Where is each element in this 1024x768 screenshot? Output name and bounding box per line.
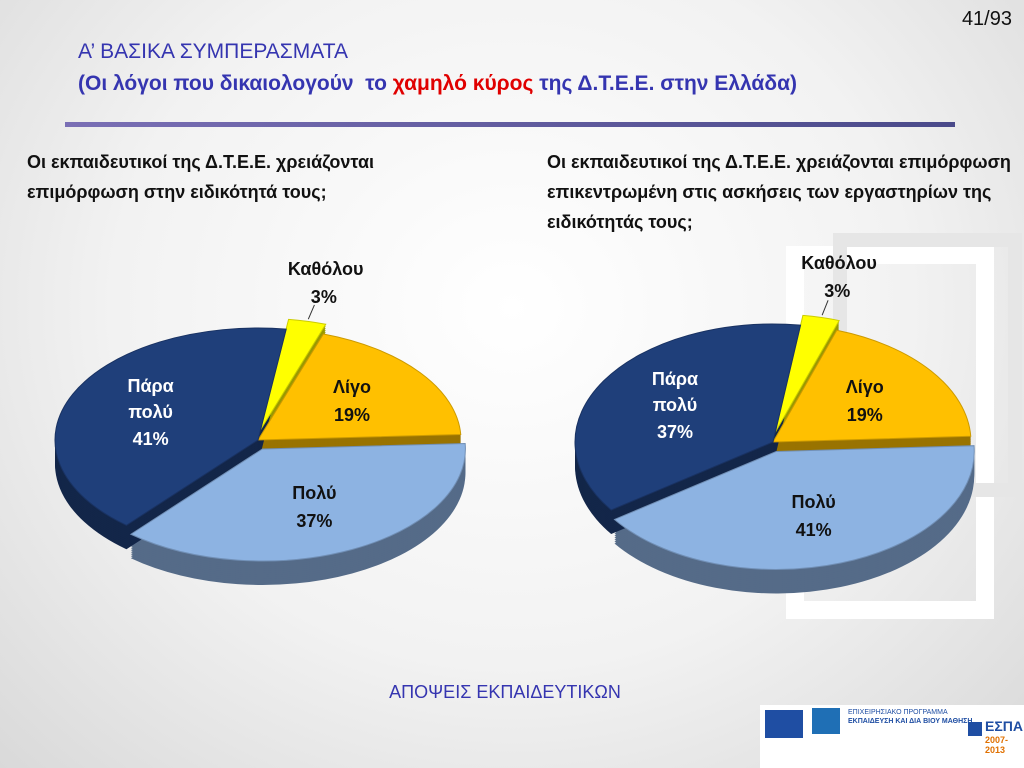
slide-title: Α’ ΒΑΣΙΚΑ ΣΥΜΠΕΡΑΣΜΑΤΑ <box>78 40 348 63</box>
logo-text: 2007-2013 <box>985 735 1009 755</box>
slice-value: 37% <box>656 422 693 443</box>
slice <box>54 327 287 526</box>
logo-text: ΕΚΠΑΙΔΕΥΣΗ ΚΑΙ ΔΙΑ ΒΙΟΥ ΜΑΘΗΣΗ <box>848 718 973 725</box>
slice-value: 41% <box>132 429 169 450</box>
slice <box>574 323 802 511</box>
slice-label: Λίγο <box>333 376 372 397</box>
slice-label: Πάρα πολύ <box>651 369 699 416</box>
page-number: 41/93 <box>961 8 1012 30</box>
logo-text: ΕΠΙΧΕΙΡΗΣΙΑΚΟ ΠΡΟΓΡΑΜΜΑ <box>848 709 948 716</box>
slice <box>613 445 975 570</box>
slice-value: 19% <box>334 404 371 425</box>
subtitle-highlight: χαμηλό κύρος <box>392 72 534 95</box>
slice-value: 37% <box>296 511 333 532</box>
subtitle-part: (Οι λόγοι που δικαιολογούν το <box>78 72 393 95</box>
slice-label: Καθόλου <box>801 253 877 274</box>
leader-line <box>307 304 315 320</box>
slice-label: Καθόλου <box>287 259 364 280</box>
subtitle-part: της Δ.Τ.Ε.Ε. στην Ελλάδα) <box>533 72 797 95</box>
espa-logo <box>968 722 982 736</box>
program-logo <box>812 708 840 734</box>
logo-strip <box>760 705 1024 768</box>
slice <box>257 333 462 441</box>
slice-label: Πολύ <box>791 492 836 513</box>
chart-title: Οι εκπαιδευτικοί της Δ.Τ.Ε.Ε. χρειάζοντα… <box>27 152 375 202</box>
slice-value: 41% <box>795 520 832 541</box>
slide-subtitle: (Οι λόγοι που δικαιολογούν το χαμηλό κύρ… <box>78 72 797 96</box>
slice <box>774 314 840 433</box>
slice-label: Λίγο <box>845 376 884 397</box>
eu-flag <box>765 710 803 738</box>
leader-line <box>821 300 829 316</box>
slice <box>259 318 327 431</box>
slice-value: 19% <box>846 404 883 425</box>
header-rule <box>65 122 955 127</box>
slice <box>772 329 972 443</box>
chart-title: Οι εκπαιδευτικοί της Δ.Τ.Ε.Ε. χρειάζοντα… <box>547 152 1011 232</box>
slice-label: Πολύ <box>292 483 337 504</box>
slice-value: 3% <box>310 287 337 308</box>
pies <box>54 300 975 594</box>
slice-value: 3% <box>824 281 851 302</box>
slice-label: Πάρα πολύ <box>127 376 174 423</box>
slice <box>129 442 466 562</box>
logo-text: ΕΣΠΑ <box>985 718 1023 734</box>
footer: ΑΠΟΨΕΙΣ ΕΚΠΑΙΔΕΥΤΙΚΩΝ <box>389 682 621 702</box>
